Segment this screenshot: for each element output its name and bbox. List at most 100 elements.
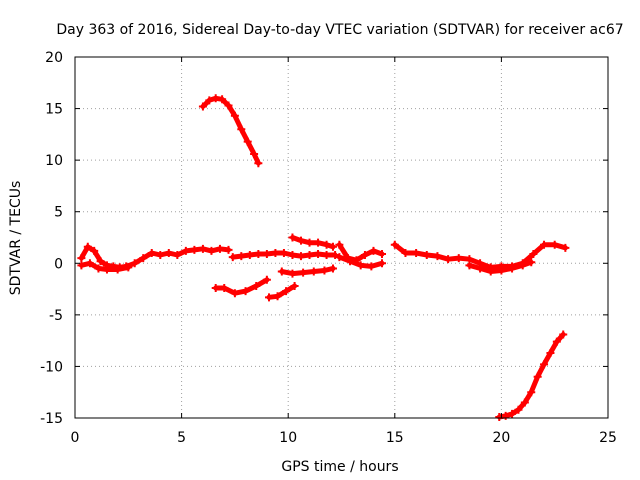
data-point bbox=[262, 275, 271, 284]
data-point bbox=[486, 267, 495, 276]
data-point bbox=[552, 337, 561, 346]
data-line bbox=[78, 244, 231, 270]
data-point bbox=[331, 251, 340, 260]
data-point bbox=[495, 412, 504, 421]
y-tick-label: 10 bbox=[45, 153, 63, 169]
data-point bbox=[277, 267, 286, 276]
data-point bbox=[335, 240, 344, 249]
data-point bbox=[241, 287, 250, 296]
data-point bbox=[190, 245, 199, 254]
data-point bbox=[305, 238, 314, 247]
data-point bbox=[320, 266, 329, 275]
data-point bbox=[113, 265, 122, 274]
data-point bbox=[228, 253, 237, 262]
data-point bbox=[220, 284, 229, 293]
x-tick-label: 25 bbox=[599, 430, 617, 446]
data-point bbox=[314, 238, 323, 247]
data-point bbox=[164, 248, 173, 257]
data-point bbox=[262, 250, 271, 259]
data-point bbox=[497, 266, 506, 275]
data-point bbox=[529, 250, 538, 259]
data-point bbox=[328, 242, 337, 251]
x-tick-label: 20 bbox=[492, 430, 510, 446]
data-point bbox=[444, 255, 453, 264]
data-point bbox=[508, 409, 517, 418]
data-point bbox=[412, 248, 421, 257]
y-tick-label: 0 bbox=[54, 256, 63, 272]
data-point bbox=[296, 252, 305, 261]
x-tick-label: 0 bbox=[71, 430, 80, 446]
data-point bbox=[207, 246, 216, 255]
y-axis-title: SDTVAR / TECUs bbox=[8, 181, 24, 296]
data-point bbox=[254, 250, 263, 259]
data-point bbox=[224, 101, 233, 110]
data-point bbox=[147, 248, 156, 257]
data-line bbox=[200, 95, 261, 166]
data-point bbox=[367, 262, 376, 271]
data-point bbox=[205, 96, 214, 105]
data-point bbox=[533, 372, 542, 381]
data-point bbox=[230, 289, 239, 298]
data-point bbox=[390, 240, 399, 249]
data-point bbox=[77, 254, 86, 263]
data-point bbox=[422, 251, 431, 260]
data-point bbox=[299, 268, 308, 277]
data-point bbox=[77, 261, 86, 270]
data-point bbox=[156, 251, 165, 260]
data-point bbox=[433, 252, 442, 261]
chart-title: Day 363 of 2016, Sidereal Day-to-day VTE… bbox=[56, 22, 623, 38]
data-point bbox=[290, 281, 299, 290]
y-tick-label: 5 bbox=[54, 205, 63, 221]
data-point bbox=[309, 267, 318, 276]
series-arc-main-b bbox=[228, 248, 340, 262]
series-arc-neg-mid bbox=[265, 281, 299, 302]
plot-frame bbox=[74, 56, 609, 419]
data-point bbox=[224, 245, 233, 254]
data-point bbox=[211, 94, 220, 103]
series-arc-high bbox=[198, 94, 263, 168]
y-tick-label: 15 bbox=[45, 102, 63, 118]
data-point bbox=[279, 248, 288, 257]
data-point bbox=[288, 269, 297, 278]
data-point bbox=[476, 264, 485, 273]
data-point bbox=[518, 261, 527, 270]
data-point bbox=[305, 251, 314, 260]
x-axis-title: GPS time / hours bbox=[281, 459, 398, 475]
data-point bbox=[514, 405, 523, 414]
data-point bbox=[550, 240, 559, 249]
data-point bbox=[96, 257, 105, 266]
data-point bbox=[501, 411, 510, 420]
data-point bbox=[282, 287, 291, 296]
data-point bbox=[540, 240, 549, 249]
y-tick-label: -5 bbox=[49, 308, 63, 324]
data-point bbox=[273, 292, 282, 301]
data-point bbox=[369, 246, 378, 255]
series-arc-main-a-lower bbox=[77, 259, 133, 274]
data-point bbox=[139, 254, 148, 263]
data-point bbox=[237, 252, 246, 261]
data-point bbox=[124, 263, 133, 272]
data-point bbox=[271, 248, 280, 257]
data-point bbox=[346, 257, 355, 266]
data-point bbox=[181, 246, 190, 255]
data-point bbox=[198, 102, 207, 111]
series-arc-main-d-lower bbox=[465, 258, 536, 276]
data-point bbox=[230, 111, 239, 120]
data-point bbox=[252, 281, 261, 290]
grid bbox=[75, 57, 608, 418]
data-point bbox=[296, 236, 305, 245]
data-point bbox=[218, 95, 227, 104]
x-tick-label: 5 bbox=[177, 430, 186, 446]
data-point bbox=[540, 360, 549, 369]
data-point bbox=[561, 243, 570, 252]
axes: 0 5 10 15 20 25 -15 -10 -5 0 5 10 15 20 bbox=[40, 50, 617, 446]
series-arc-main-c-lower bbox=[335, 253, 387, 271]
data-point bbox=[527, 388, 536, 397]
data-point bbox=[243, 137, 252, 146]
data-point bbox=[288, 233, 297, 242]
data-point bbox=[94, 264, 103, 273]
x-tick-label: 10 bbox=[279, 430, 297, 446]
data-point bbox=[215, 244, 224, 253]
data-point bbox=[90, 246, 99, 255]
